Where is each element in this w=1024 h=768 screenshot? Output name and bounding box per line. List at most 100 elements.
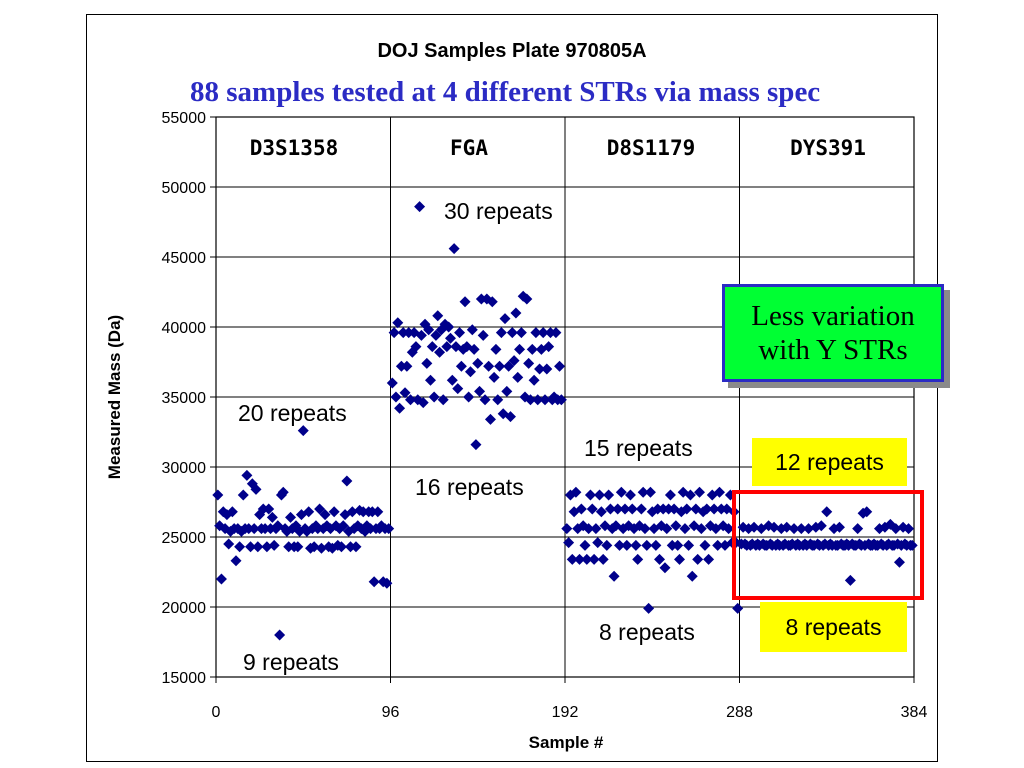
data-point-d8s1179 [594,489,606,501]
data-point-fga [504,411,516,423]
data-point-d3s1358 [285,511,297,523]
data-point-d8s1179 [701,503,713,515]
data-point-fga [415,329,427,341]
data-point-fga [514,343,526,355]
data-point-fga [388,327,400,339]
y-tick-label: 45000 [162,250,207,267]
data-point-d8s1179 [674,553,686,565]
data-point-d3s1358 [248,523,260,535]
y-tick-label: 50000 [162,180,207,197]
data-point-d8s1179 [723,523,735,535]
data-point-fga [464,366,476,378]
data-point-d8s1179 [644,486,656,498]
data-point-fga [390,391,402,403]
data-point-d3s1358 [314,503,326,515]
data-point-d3s1358 [372,506,384,518]
data-point-d3s1358 [212,489,224,501]
data-point-fga [414,201,426,213]
data-point-dys391 [861,506,873,518]
data-point-d3s1358 [230,555,242,567]
annotation-dys391-max: 12 repeats [752,438,907,486]
locus-label-d3s1358: D3S1358 [250,136,339,160]
data-point-fga [495,327,507,339]
data-point-d3s1358 [303,506,315,518]
data-point-dys391 [903,523,915,535]
data-point-d8s1179 [590,523,602,535]
x-tick-label: 288 [726,704,753,721]
data-point-d8s1179 [650,539,662,551]
data-point-d3s1358 [341,475,353,487]
locus-label-dys391: DYS391 [790,136,866,160]
locus-label-d8s1179: D8S1179 [607,136,696,160]
data-point-d3s1358 [350,541,362,553]
data-point-dys391 [833,521,845,533]
chart-title: DOJ Samples Plate 970805A [377,40,647,62]
x-tick-label: 0 [212,704,221,721]
data-point-d3s1358 [346,506,358,518]
data-point-fga [539,394,551,406]
annotation-d3s1358-max: 20 repeats [238,400,347,426]
data-point-dys391 [788,523,800,535]
data-point-fga [452,383,464,395]
data-point-fga [543,341,555,353]
data-point-fga [537,327,549,339]
data-point-d8s1179 [603,489,615,501]
data-point-fga [410,341,422,353]
y-tick-label: 55000 [162,110,207,127]
data-point-d3s1358 [266,511,278,523]
data-point-fga [554,360,566,372]
dys391-highlight-box [732,490,924,600]
data-point-d8s1179 [632,553,644,565]
data-point-fga [501,385,513,397]
data-point-fga [466,324,478,336]
data-point-fga [392,317,404,329]
data-point-d8s1179 [661,523,673,535]
data-point-fga [510,307,522,319]
data-point-d3s1358 [319,509,331,521]
data-point-d8s1179 [583,523,595,535]
plot-axes: 15000 20000 25000 30000 35000 40000 45000 50000… [162,110,928,721]
annotation-d8s1179-min: 8 repeats [599,619,695,645]
data-point-d3s1358 [268,539,280,551]
data-point-d8s1179 [595,506,607,518]
annotation-fga-max: 30 repeats [444,198,553,224]
data-point-d3s1358 [381,577,393,589]
data-point-d8s1179 [626,503,638,515]
data-point-fga [421,357,433,369]
data-point-fga [394,402,406,414]
data-point-fga [459,296,471,308]
annotation-dys391-min: 8 repeats [760,602,907,652]
x-tick-label: 384 [901,704,928,721]
data-point-fga [428,391,440,403]
data-point-fga [523,357,535,369]
data-point-d8s1179 [561,523,573,535]
data-point-fga [417,397,429,409]
data-point-fga [437,394,449,406]
data-point-fga [499,313,511,325]
data-point-fga [534,363,546,375]
data-point-d8s1179 [659,562,671,574]
data-point-fga [524,394,536,406]
data-point-fga [479,394,491,406]
data-point-d8s1179 [597,553,609,565]
data-point-d8s1179 [643,602,655,614]
data-point-fga [454,327,466,339]
data-point-fga [424,374,436,386]
data-point-d8s1179 [604,503,616,515]
data-point-d3s1358 [215,573,227,585]
data-point-d8s1179 [708,503,720,515]
x-tick-label: 192 [552,704,579,721]
data-point-fga [426,341,438,353]
data-point-fga [483,360,495,372]
data-point-fga [432,310,444,322]
data-point-dys391 [815,520,827,532]
data-point-d8s1179 [630,539,642,551]
data-point-fga [455,360,467,372]
data-point-fga [550,327,562,339]
data-point-d8s1179 [608,570,620,582]
data-point-d3s1358 [297,425,309,437]
data-point-fga [521,293,533,305]
data-point-d8s1179 [579,539,591,551]
data-point-d3s1358 [263,503,275,515]
